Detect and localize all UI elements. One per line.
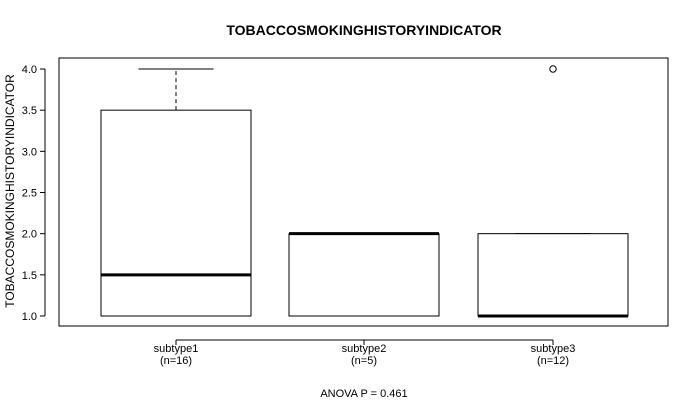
y-tick-label: 3.5 <box>22 105 37 117</box>
x-tick-label: subtype2 <box>342 343 387 355</box>
x-tick-label: subtype3 <box>531 343 576 355</box>
box-group <box>100 65 629 318</box>
plot-frame <box>58 57 669 327</box>
y-axis: 1.0 1.5 2.0 2.5 3.0 3.5 4.0 <box>22 64 46 323</box>
x-count-label: (n=12) <box>537 355 569 367</box>
box-body <box>477 233 629 317</box>
x-count-label: (n=5) <box>351 355 377 367</box>
chart-title: TOBACCOSMOKINGHISTORYINDICATOR <box>226 22 501 38</box>
box-subtype3 <box>477 65 629 318</box>
outlier-point <box>549 65 557 73</box>
y-tick-label: 3.0 <box>22 146 37 158</box>
y-tick-label: 4.0 <box>22 64 37 76</box>
y-tick-label: 1.5 <box>22 270 37 282</box>
box-subtype2 <box>288 232 440 317</box>
anova-footnote: ANOVA P = 0.461 <box>320 388 407 400</box>
x-axis: subtype1(n=16) subtype2(n=5) subtype3(n=12… <box>154 339 576 367</box>
x-count-label: (n=16) <box>160 355 192 367</box>
y-tick-label: 1.0 <box>22 311 37 323</box>
y-tick-label: 2.5 <box>22 188 37 200</box>
y-axis-label: TOBACCOSMOKINGHISTORYINDICATOR <box>3 74 17 308</box>
box-body <box>100 109 252 317</box>
x-tick-label: subtype1 <box>154 343 199 355</box>
box-subtype1 <box>100 68 252 317</box>
box-body <box>288 233 440 317</box>
y-tick-label: 2.0 <box>22 229 37 241</box>
